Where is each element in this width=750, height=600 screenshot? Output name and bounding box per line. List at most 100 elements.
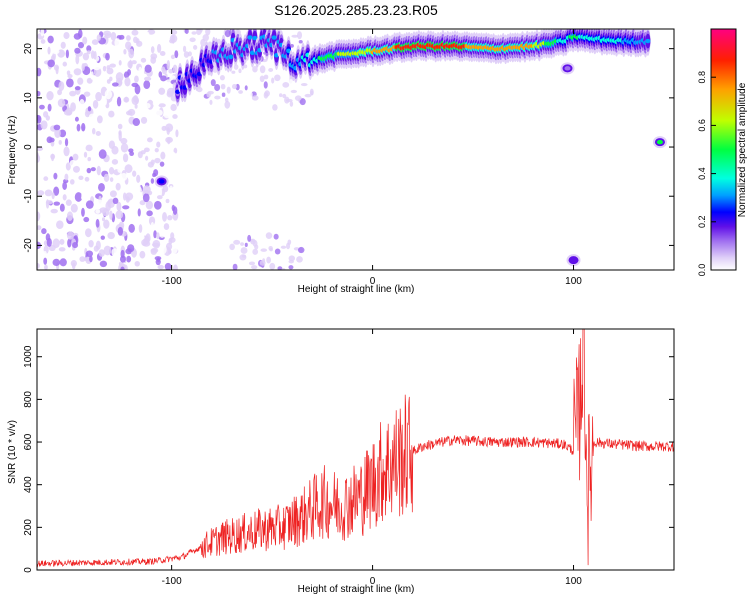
spectrogram-noise-blob — [149, 181, 156, 188]
spectrogram-noise-blob — [282, 82, 290, 88]
spectrogram-noise-blob — [115, 182, 121, 191]
spectrogram-noise-blob — [132, 170, 137, 177]
spectrogram-noise-blob — [73, 68, 82, 76]
spectrogram-noise-blob — [144, 31, 150, 38]
spectrogram-noise-blob — [214, 83, 221, 92]
spectrogram-noise-blob — [122, 205, 130, 210]
spectrogram-noise-blob — [289, 101, 294, 107]
spectrogram-noise-blob — [43, 257, 48, 265]
spectrogram-noise-blob — [164, 201, 168, 208]
spectrogram-noise-blob — [56, 220, 64, 230]
spectrogram-noise-blob — [97, 175, 103, 181]
spectrogram-noise-blob — [206, 91, 212, 98]
spectrogram-noise-blob — [146, 137, 153, 143]
spectrogram-noise-blob — [220, 83, 226, 90]
spectrogram-noise-blob — [62, 61, 68, 67]
spectrogram-noise-blob — [151, 35, 156, 43]
spectrogram-ytick-label: 20 — [23, 43, 34, 55]
spectrogram-noise-blob — [98, 249, 105, 257]
spectrogram-noise-blob — [70, 203, 78, 213]
spectrogram-noise-blob — [120, 143, 129, 153]
spectrogram-noise-blob — [172, 64, 178, 74]
spectrogram-noise-blob — [120, 172, 128, 181]
spectrogram-noise-blob — [167, 215, 173, 221]
snr-ytick-label: 200 — [23, 519, 34, 536]
spectrogram-noise-blob — [166, 127, 170, 135]
spectrogram-noise-blob — [136, 40, 143, 47]
spectrogram-xlabel: Height of straight line (km) — [298, 284, 415, 295]
spectrogram-noise-blob — [77, 41, 85, 49]
spectrogram-noise-blob — [196, 29, 202, 35]
spectrogram-noise-blob — [74, 192, 83, 202]
spectrogram-noise-blob — [231, 84, 238, 90]
spectrogram-noise-blob — [105, 52, 110, 61]
spectrogram-noise-blob — [145, 155, 149, 161]
spectrogram-noise-blob — [46, 90, 54, 101]
spectrogram-noise-blob — [158, 87, 166, 95]
spectrogram-noise-blob — [72, 165, 80, 173]
spectrogram-noise-blob — [62, 225, 69, 231]
spectrogram-noise-blob — [123, 48, 127, 55]
spectrogram-noise-blob — [119, 255, 126, 263]
snr-ytick-label: 400 — [23, 476, 34, 493]
spectrogram-noise-blob — [64, 138, 69, 147]
spectrogram-noise-blob — [202, 34, 209, 42]
spectrogram-noise-blob — [238, 90, 243, 94]
spectrogram-noise-blob — [252, 66, 258, 73]
snr-frame — [36, 328, 675, 571]
spectrogram-noise-blob — [89, 255, 93, 263]
spectrogram-noise-blob — [95, 218, 100, 228]
snr-ytick-label: 0 — [23, 567, 34, 573]
spectrogram-noise-blob — [177, 38, 182, 42]
spectrogram-noise-blob — [155, 109, 163, 116]
spectrogram-noise-blob — [74, 47, 81, 54]
spectrogram-noise-blob — [37, 146, 44, 151]
spectrogram-noise-blob — [251, 95, 259, 101]
spectrogram-noise-blob — [114, 38, 121, 48]
spectrogram-noise-blob — [47, 46, 51, 55]
spectrogram-noise-blob — [62, 194, 67, 201]
spectrogram-frame — [36, 28, 675, 271]
spectrogram-noise-blob — [269, 262, 276, 270]
spectrogram-noise-blob — [85, 200, 94, 209]
spectrogram-noise-blob — [146, 210, 153, 217]
spectrogram-noise-blob — [109, 63, 116, 68]
spectrogram-noise-blob — [89, 113, 96, 119]
spectrogram-noise-blob — [231, 70, 236, 74]
spectrogram-noise-blob — [53, 186, 60, 196]
spectrogram-noise-blob — [125, 41, 132, 50]
spectrogram-noise-blob — [272, 104, 278, 111]
spectrogram-noise-blob — [58, 139, 62, 145]
spectrogram-noise-blob — [247, 91, 253, 99]
spectrogram-noise-blob — [120, 137, 128, 145]
spectrogram-noise-blob — [298, 246, 305, 254]
spectrogram-noise-blob — [95, 91, 102, 102]
colorbar-tick-label: 0.6 — [697, 119, 707, 132]
spectrogram-noise-blob — [226, 86, 231, 94]
snr-ylabel: SNR (10 * v/v) — [7, 420, 18, 484]
spectrogram-noise-blob — [83, 151, 88, 158]
spectrogram-noise-blob — [156, 257, 161, 263]
spectrogram-noise-blob — [296, 256, 303, 263]
spectrogram-noise-blob — [296, 31, 303, 40]
spectrogram-noise-blob — [76, 123, 81, 132]
spectrogram-noise-blob — [252, 248, 259, 255]
spectrogram-noise-blob — [99, 260, 108, 268]
spectrogram-spot — [158, 179, 165, 184]
spectrogram-noise-blob — [72, 153, 79, 161]
spectrogram-noise-blob — [266, 256, 271, 264]
spectrogram-noise-blob — [40, 39, 46, 44]
spectrogram-noise-blob — [290, 89, 298, 94]
spectrogram-noise-blob — [299, 98, 306, 106]
spectrogram-noise-blob — [157, 264, 164, 270]
spectrogram-noise-blob — [282, 93, 287, 99]
spectrogram-noise-blob — [122, 192, 127, 201]
snr-ytick-label: 1000 — [23, 345, 34, 368]
spectrogram-noise-blob — [37, 142, 40, 147]
spectrogram-noise-blob — [95, 240, 101, 251]
spectrogram-noise-blob — [138, 224, 143, 233]
spectrogram-noise-blob — [109, 190, 117, 198]
